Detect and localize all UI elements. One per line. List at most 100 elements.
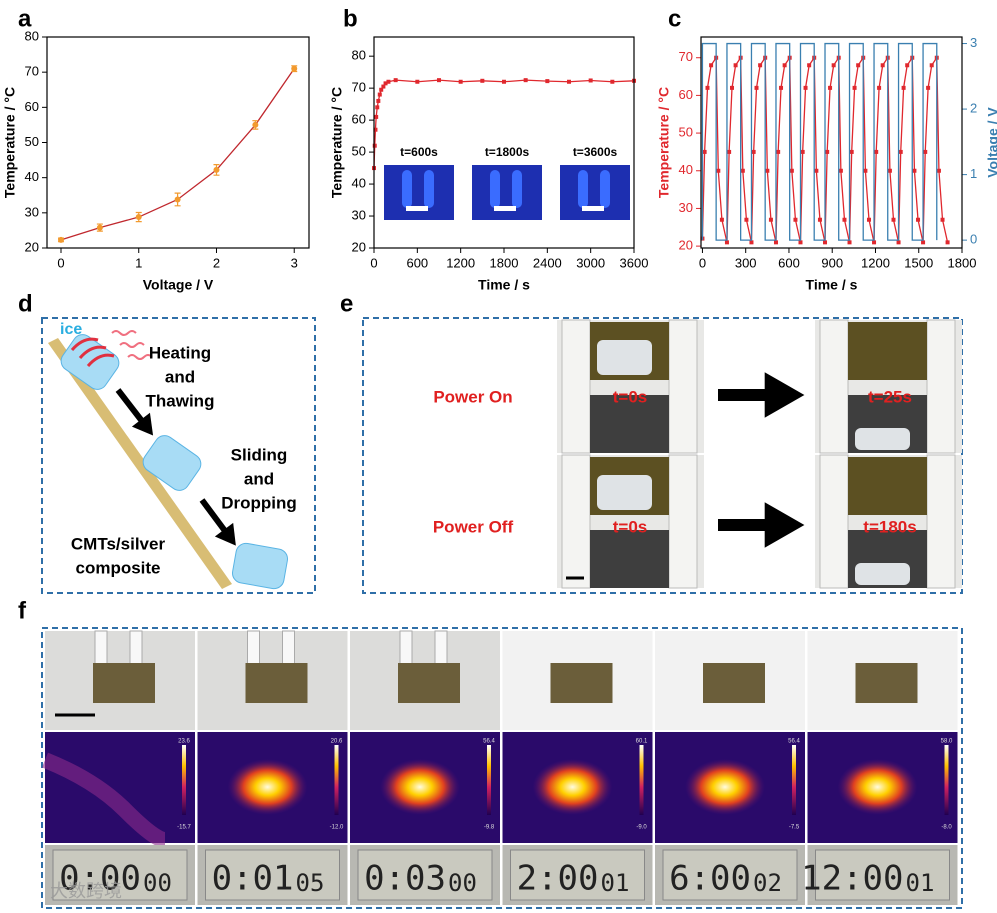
scale-max: 23.6 [178,739,190,745]
x-tick-label: 1200 [446,255,475,270]
heat-band [86,353,115,368]
point [817,217,822,222]
y-tick-label: 80 [352,48,366,63]
thermal-shadow [42,752,167,848]
point [252,121,259,128]
point [896,240,901,245]
photo-post [561,319,591,454]
point [852,85,857,90]
point [782,63,787,68]
arrow-head [764,502,805,548]
point [740,168,745,173]
heat-band [78,345,107,360]
timer-main: 12:00 [801,859,903,899]
scale-min: -8.0 [941,825,952,831]
point [936,168,941,173]
inset-glow [578,170,588,208]
point [789,168,794,173]
point [798,240,803,245]
arrow-shaft [199,498,231,537]
point [838,168,843,173]
timer-main: 0:01 [212,859,294,899]
x-tick-label: 2 [213,255,220,270]
hot-spot [380,759,460,815]
sample [245,663,308,703]
time-label: t=0s [613,387,648,406]
y2-tick-label: 0 [970,232,977,247]
point [831,63,836,68]
scale-max: 60.1 [636,739,648,745]
heat-wave [111,330,137,336]
point [814,168,819,173]
point [776,149,781,154]
timer-sub: 01 [601,869,630,897]
point [880,63,885,68]
sample [398,663,460,703]
point [135,214,142,221]
hot-spot [837,759,918,815]
point [749,240,754,245]
color-scale [639,745,644,815]
point [849,149,854,154]
point [800,149,805,154]
point [480,78,485,83]
inset-image [384,165,454,220]
annotation: t=1800s [485,145,530,159]
point [393,78,398,83]
x-axis-title: Time / s [806,277,858,293]
photo-ice [597,340,652,375]
point [940,217,945,222]
timer-screen [510,849,645,901]
color-scale [792,745,796,815]
point [381,84,386,89]
point [912,168,917,173]
point [847,240,852,245]
sample [855,663,918,703]
x-tick-label: 2400 [533,255,562,270]
photo-floor [590,530,669,588]
photo-ice [855,428,910,450]
timer-sub: 01 [906,869,935,897]
arrow-head [131,412,154,436]
series-line [701,42,938,241]
sample [703,663,765,703]
x-tick-label: 600 [406,255,428,270]
condition-label: Power Off [433,517,514,536]
point [863,168,868,173]
diagram-text: and [244,469,274,488]
point [57,236,64,243]
inset-glow [402,170,412,208]
inset-sample [494,206,516,211]
y-axis-title: Temperature / °C [656,87,672,198]
x-axis-title: Time / s [478,277,530,293]
point [923,149,928,154]
diagram-text: and [165,367,195,386]
point [793,217,798,222]
inset-glow [600,170,610,208]
point [866,217,871,222]
x-tick-label: 1800 [490,255,519,270]
panel-box [41,317,316,594]
y-tick-label: 60 [25,99,39,114]
y-tick-label: 30 [352,207,366,222]
point [779,85,784,90]
beam [48,338,232,589]
scale-min: -7.5 [789,825,800,831]
diagram-text: Heating [149,343,211,362]
point [291,65,298,72]
point [744,217,749,222]
point [856,63,861,68]
hot-spot [227,759,308,815]
timer-screen [52,849,188,901]
watermark: 大数跨境 [50,881,122,902]
inset-glow [512,170,522,208]
point [773,240,778,245]
plot-frame [700,36,963,249]
inset-image [472,165,542,220]
panel-label: f [18,597,27,624]
timer-main: 2:00 [517,859,599,899]
y-tick-label: 60 [679,87,693,102]
inset-glow [490,170,500,208]
point [375,105,380,110]
x-tick-label: 1500 [904,255,933,270]
